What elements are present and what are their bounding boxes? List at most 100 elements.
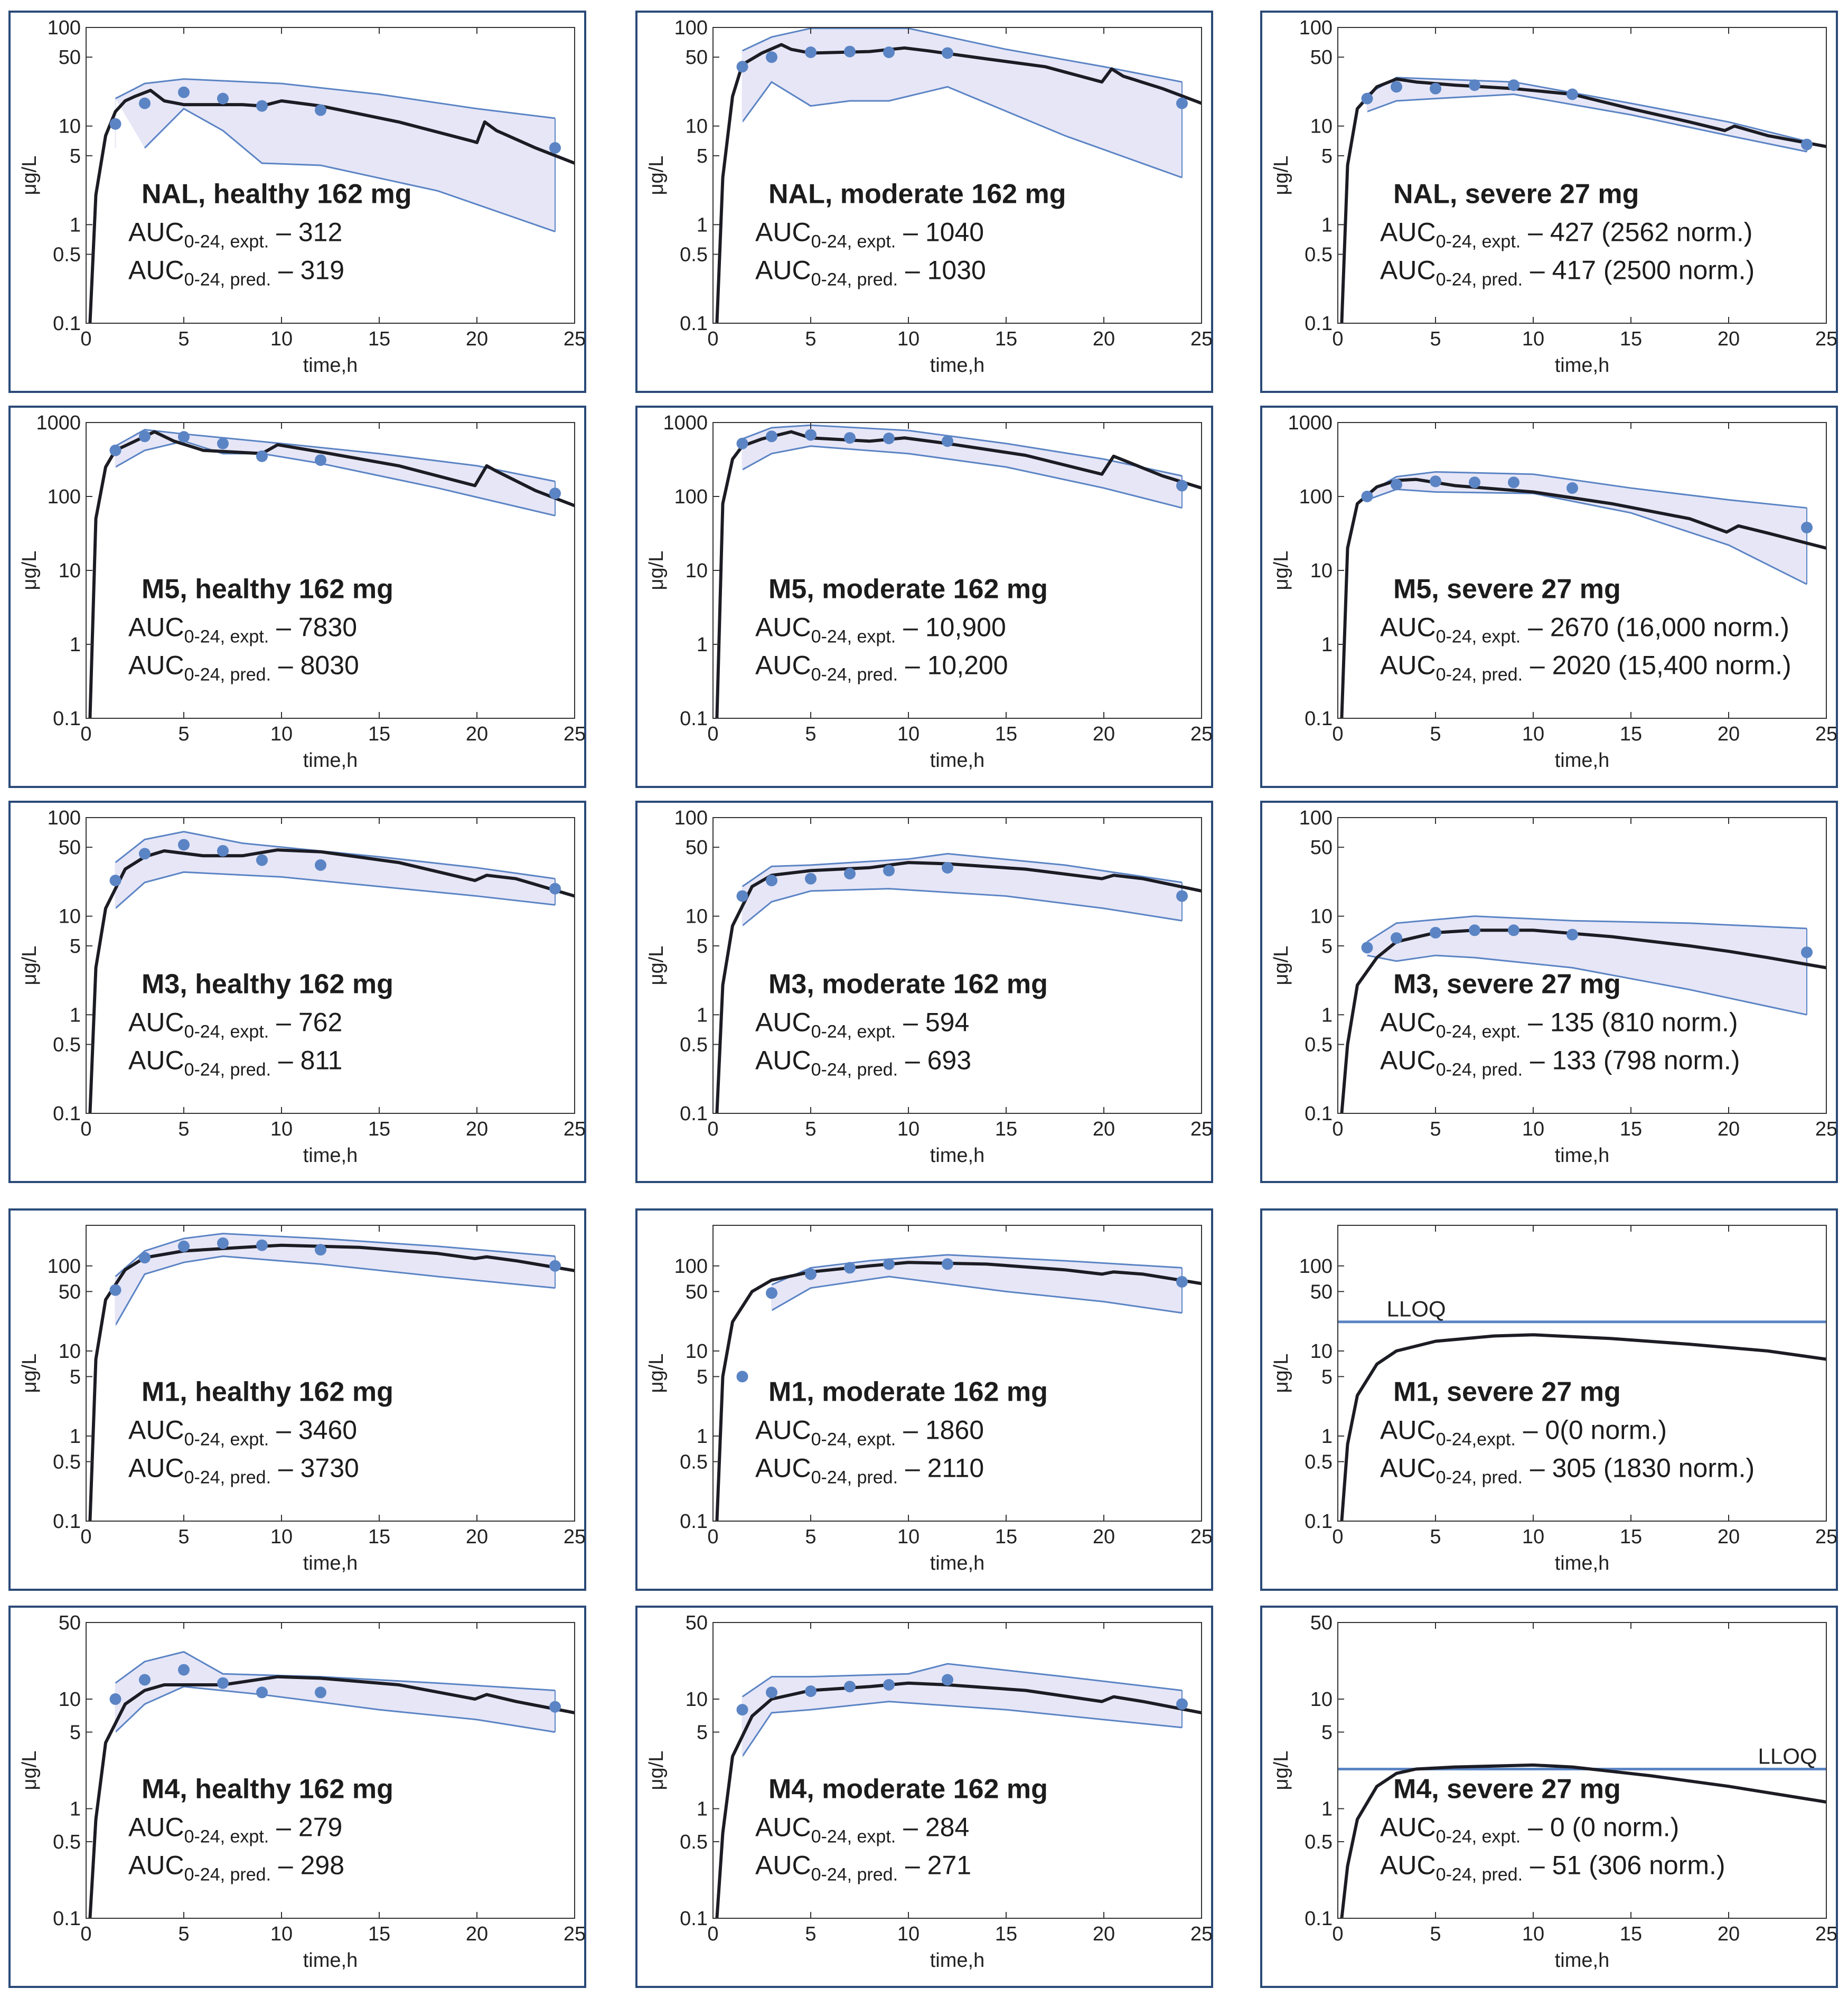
- x-tick-label: 5: [805, 723, 816, 745]
- auc-expt: AUC0-24, expt. – 762: [128, 1007, 342, 1042]
- observed-point: [178, 1664, 190, 1676]
- y-tick-label: 1000: [36, 412, 81, 434]
- y-tick-label: 50: [686, 1281, 708, 1303]
- y-tick-label: 100: [48, 807, 81, 829]
- y-tick-label: 0.5: [1305, 1034, 1333, 1056]
- observed-point: [217, 845, 229, 857]
- chart-panel-m5-moderate: 0 5 10 15 20 25 time,h 0.1 1 10 100 1000 μg/L M5, mod…: [635, 406, 1213, 788]
- y-tick-label: 10: [686, 1689, 708, 1711]
- y-tick-label: 100: [48, 486, 81, 508]
- x-tick-label: 25: [564, 328, 586, 350]
- band-upper-line: [115, 831, 556, 880]
- x-tick-label: 20: [1093, 1526, 1115, 1548]
- observed-point: [139, 1252, 151, 1264]
- chart-title: M5, severe 27 mg: [1393, 574, 1621, 604]
- observed-point: [549, 1260, 561, 1272]
- auc-expt: AUC0-24,expt. – 0(0 norm.): [1380, 1415, 1667, 1449]
- y-tick-label: 5: [697, 1721, 708, 1743]
- auc-pred: AUC0-24, pred. – 271: [755, 1850, 971, 1884]
- auc-pred: AUC0-24, pred. – 298: [128, 1850, 344, 1884]
- observed-point: [1361, 92, 1373, 105]
- band-upper-line: [742, 1663, 1183, 1697]
- x-tick-label: 5: [1430, 723, 1441, 745]
- y-axis-label: μg/L: [645, 1354, 668, 1393]
- x-tick-label: 20: [1093, 1923, 1115, 1945]
- observed-point: [844, 1262, 856, 1274]
- observed-point: [883, 1678, 895, 1691]
- chart-title: NAL, healthy 162 mg: [142, 179, 411, 209]
- observed-point: [883, 46, 895, 59]
- chart-panel-m5-severe: 0 5 10 15 20 25 time,h 0.1 1 10 100 1000 μg/L M5, sev…: [1260, 406, 1838, 788]
- chart-title: M4, severe 27 mg: [1393, 1774, 1621, 1804]
- x-tick-label: 0: [80, 723, 91, 745]
- x-axis-label: time,h: [303, 1552, 358, 1574]
- chart-title: M1, severe 27 mg: [1393, 1376, 1621, 1407]
- auc-pred: AUC0-24, pred. – 2020 (15,400 norm.): [1380, 650, 1791, 684]
- observed-point: [736, 61, 748, 73]
- predicted-curve: [1340, 1333, 1826, 1521]
- y-axis-label: μg/L: [18, 1354, 41, 1393]
- y-tick-label: 10: [686, 906, 708, 928]
- y-tick-label: 50: [1310, 837, 1333, 859]
- x-tick-label: 10: [897, 1118, 920, 1140]
- y-tick-label: 0.5: [53, 1451, 81, 1473]
- y-tick-label: 5: [70, 1366, 81, 1388]
- y-tick-label: 1000: [1288, 412, 1333, 434]
- x-tick-label: 20: [466, 723, 488, 745]
- x-tick-label: 10: [1522, 1526, 1544, 1548]
- y-tick-label: 100: [674, 1255, 708, 1278]
- y-tick-label: 1: [70, 634, 81, 656]
- observed-point: [942, 1258, 953, 1270]
- y-tick-label: 0.1: [1305, 313, 1333, 335]
- observed-point: [1430, 926, 1441, 939]
- x-tick-label: 25: [1190, 723, 1213, 745]
- x-tick-label: 0: [80, 1923, 91, 1945]
- x-tick-label: 15: [368, 1118, 390, 1140]
- plot-area-frame: [712, 1225, 1202, 1522]
- y-tick-label: 1: [70, 1425, 81, 1448]
- y-tick-label: 100: [674, 486, 708, 508]
- x-tick-label: 5: [805, 1923, 816, 1945]
- y-tick-label: 10: [1310, 1340, 1333, 1363]
- y-tick-label: 1: [70, 1004, 81, 1026]
- observed-point: [942, 47, 953, 59]
- chart-title: M5, healthy 162 mg: [142, 574, 393, 604]
- observed-point: [1361, 491, 1373, 502]
- x-tick-label: 15: [1620, 723, 1642, 745]
- observed-point: [1508, 79, 1519, 91]
- auc-expt: AUC0-24, expt. – 594: [755, 1007, 969, 1042]
- observed-point: [1801, 138, 1813, 151]
- observed-point: [1469, 79, 1480, 91]
- y-tick-label: 0.1: [53, 313, 81, 335]
- observed-point: [1391, 932, 1402, 944]
- predicted-curve: [1340, 1763, 1826, 1918]
- auc-pred: AUC0-24, pred. – 811: [128, 1045, 342, 1080]
- y-tick-label: 0.1: [53, 1908, 81, 1930]
- y-tick-label: 10: [1310, 116, 1333, 138]
- observed-point: [256, 100, 268, 112]
- observed-point: [139, 1674, 151, 1686]
- y-tick-label: 1: [70, 1798, 81, 1821]
- chart-title: M5, moderate 162 mg: [768, 574, 1048, 604]
- x-tick-label: 5: [178, 1526, 189, 1548]
- prediction-band-area: [1367, 472, 1807, 585]
- observed-point: [178, 1240, 190, 1252]
- x-tick-label: 20: [1093, 723, 1115, 745]
- x-tick-label: 5: [805, 1118, 816, 1140]
- observed-point: [766, 1686, 777, 1699]
- y-tick-label: 10: [686, 560, 708, 582]
- predicted-curve: [88, 1675, 575, 1918]
- observed-point: [109, 444, 121, 456]
- panel-frame: [1260, 11, 1838, 393]
- x-axis-label: time,h: [1555, 749, 1609, 772]
- observed-point: [942, 1674, 953, 1686]
- band-lower-line: [1367, 954, 1807, 1016]
- observed-point: [109, 1693, 121, 1705]
- band-upper-line: [115, 1650, 556, 1692]
- x-axis-label: time,h: [303, 1145, 358, 1167]
- observed-point: [1361, 942, 1373, 954]
